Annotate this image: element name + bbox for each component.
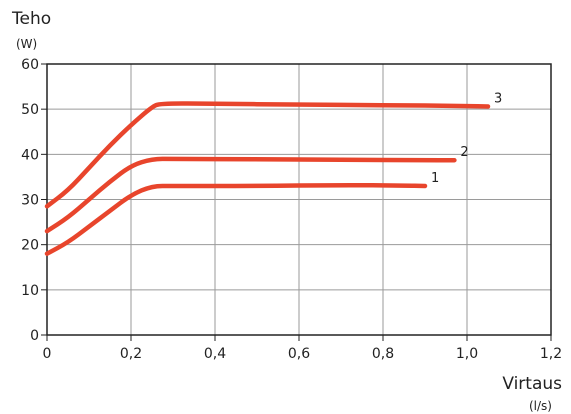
y-axis-unit: (W): [16, 37, 37, 51]
y-tick-label: 30: [21, 193, 39, 209]
y-tick-label: 60: [21, 57, 39, 73]
y-tick-label: 40: [21, 147, 39, 163]
y-tick-label: 20: [21, 238, 39, 254]
y-tick-label: 10: [21, 283, 39, 299]
x-tick-label: 1,2: [540, 346, 562, 362]
x-tick-label: 0,2: [120, 346, 142, 362]
series-label-2: 2: [460, 145, 468, 160]
y-tick-label: 50: [21, 102, 39, 118]
series: 1 2 3: [44, 91, 502, 256]
grid: [47, 64, 551, 335]
x-tick-label: 0,4: [204, 346, 226, 362]
series-line-1: [44, 182, 428, 256]
y-tick-label: 0: [30, 328, 39, 344]
x-tick-label: 0,6: [288, 346, 310, 362]
series-line-2: [44, 156, 457, 234]
x-tick-label: 1,0: [456, 346, 478, 362]
x-axis-label: Virtaus: [502, 374, 562, 394]
series-label-3: 3: [494, 91, 502, 106]
x-axis-unit: (l/s): [529, 399, 552, 413]
x-tick-label: 0: [43, 346, 52, 362]
series-line-3: [44, 101, 491, 209]
axis-ticks: 0 0,2 0,4 0,6 0,8 1,0 1,2 0 10 20 30 40 50 60: [21, 57, 562, 362]
y-axis-label: Teho: [11, 9, 51, 29]
x-tick-label: 0,8: [372, 346, 394, 362]
series-label-1: 1: [431, 171, 439, 186]
